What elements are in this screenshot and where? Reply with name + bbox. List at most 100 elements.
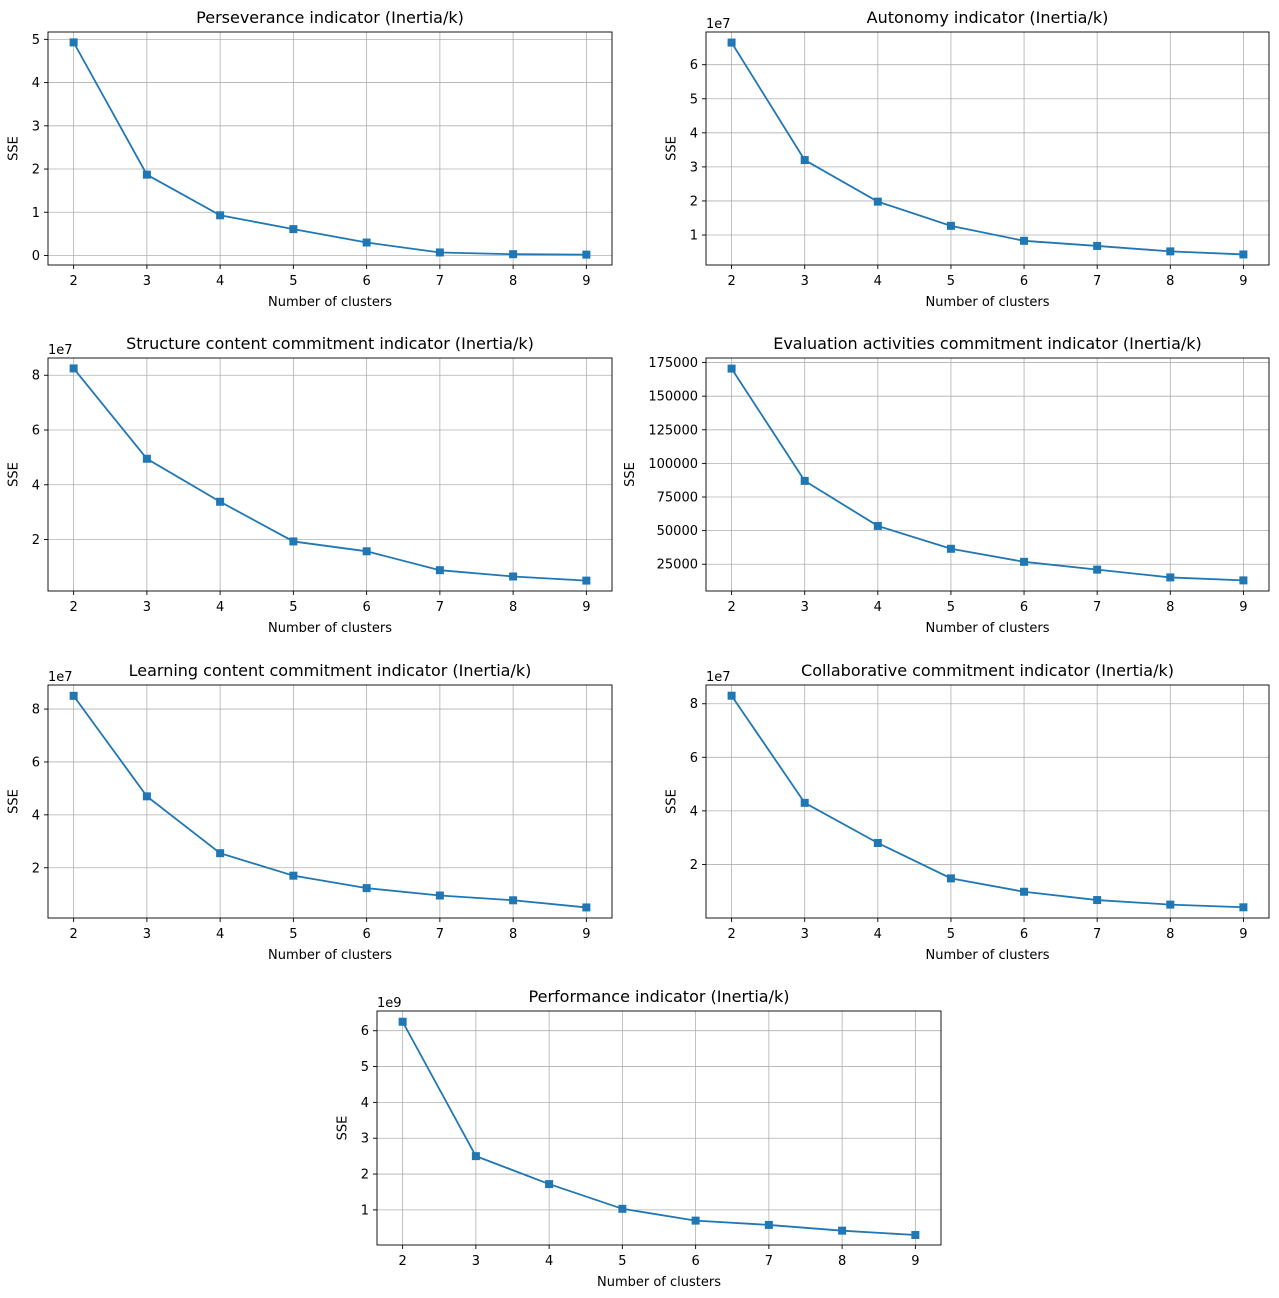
x-tick-label: 7 — [1093, 600, 1101, 615]
x-tick-label: 4 — [874, 927, 882, 942]
x-tick-label: 9 — [1239, 927, 1247, 942]
x-tick-label: 5 — [947, 927, 955, 942]
data-point — [1020, 887, 1029, 896]
x-tick-label: 8 — [1166, 600, 1174, 615]
x-tick-label: 7 — [1093, 927, 1101, 942]
x-tick-label: 3 — [143, 600, 151, 615]
x-tick-label: 2 — [69, 927, 77, 942]
data-point — [142, 170, 151, 179]
y-tick-label: 6 — [32, 424, 40, 439]
x-tick-label: 3 — [801, 927, 809, 942]
data-point — [216, 849, 225, 858]
y-tick-label: 4 — [32, 808, 40, 823]
y-tick-label: 2 — [32, 861, 40, 876]
y-offset-label: 1e7 — [48, 670, 73, 685]
axes-frame — [376, 1010, 942, 1246]
y-tick-label: 3 — [361, 1132, 369, 1147]
data-point — [1166, 247, 1175, 256]
axes-frame — [705, 357, 1270, 592]
data-point — [946, 544, 955, 553]
x-tick-label: 7 — [436, 600, 444, 615]
y-offset-label: 1e7 — [706, 17, 731, 32]
x-tick-label: 2 — [398, 1254, 406, 1269]
x-tick-label: 5 — [947, 600, 955, 615]
y-tick-label: 6 — [32, 755, 40, 770]
data-point — [1239, 576, 1248, 585]
x-tick-label: 8 — [1166, 274, 1174, 289]
y-tick-label: 4 — [32, 478, 40, 493]
y-axis-label: SSE — [665, 789, 680, 814]
y-tick-label: 125000 — [648, 423, 698, 438]
data-point — [727, 38, 736, 47]
data-point — [727, 364, 736, 373]
x-axis-label: Number of clusters — [268, 621, 392, 636]
y-tick-label: 150000 — [648, 390, 698, 405]
y-tick-label: 3 — [32, 119, 40, 134]
data-point — [800, 156, 809, 165]
data-point — [362, 547, 371, 556]
x-tick-label: 8 — [509, 274, 517, 289]
chart-panel: 2 3 4 5 6 7 8 9 1 2 3 4 5 6 1e7 Autonomy indicator (Ine… — [665, 8, 1270, 310]
chart-title: Autonomy indicator (Inertia/k) — [867, 8, 1109, 27]
data-point — [873, 197, 882, 206]
x-tick-label: 6 — [362, 600, 370, 615]
x-axis-label: Number of clusters — [268, 948, 392, 963]
data-point — [873, 839, 882, 848]
series-line — [730, 42, 1244, 256]
data-point — [691, 1216, 700, 1225]
x-tick-label: 6 — [691, 1254, 699, 1269]
data-point — [1239, 903, 1248, 912]
y-tick-label: 100000 — [648, 457, 698, 472]
data-point — [69, 691, 78, 700]
data-point — [1020, 557, 1029, 566]
data-point — [216, 497, 225, 506]
x-tick-label: 5 — [289, 274, 297, 289]
x-tick-label: 9 — [911, 1254, 919, 1269]
x-tick-label: 4 — [874, 274, 882, 289]
x-tick-label: 5 — [618, 1254, 626, 1269]
data-point — [618, 1204, 627, 1213]
data-point — [289, 225, 298, 234]
series-line — [401, 1021, 916, 1236]
series-line — [72, 41, 587, 256]
x-tick-label: 2 — [727, 600, 735, 615]
x-tick-label: 8 — [1166, 927, 1174, 942]
series-line — [730, 695, 1244, 909]
data-point — [398, 1017, 407, 1026]
data-point — [142, 454, 151, 463]
y-axis-label: SSE — [336, 1116, 351, 1141]
x-tick-label: 7 — [1093, 274, 1101, 289]
data-point — [362, 238, 371, 247]
data-point — [727, 691, 736, 700]
y-offset-label: 1e7 — [48, 343, 73, 358]
data-point — [69, 364, 78, 373]
x-tick-label: 5 — [289, 600, 297, 615]
chart-title: Performance indicator (Inertia/k) — [529, 987, 790, 1006]
y-tick-label: 175000 — [648, 356, 698, 371]
y-tick-label: 5 — [32, 33, 40, 48]
x-tick-label: 6 — [1020, 927, 1028, 942]
y-tick-label: 2 — [32, 163, 40, 178]
y-tick-label: 6 — [690, 58, 698, 73]
chart-panel: 2 3 4 5 6 7 8 9 2 4 6 8 1e7 Learning content commitme… — [7, 661, 613, 963]
chart-title: Evaluation activities commitment indicat… — [773, 334, 1202, 353]
x-tick-label: 3 — [801, 600, 809, 615]
y-tick-label: 2 — [361, 1168, 369, 1183]
y-tick-label: 3 — [690, 160, 698, 175]
data-point — [582, 576, 591, 585]
data-point — [509, 250, 518, 259]
x-axis-label: Number of clusters — [925, 295, 1049, 310]
y-tick-label: 4 — [361, 1096, 369, 1111]
data-point — [582, 250, 591, 259]
data-point — [509, 572, 518, 581]
y-tick-label: 6 — [690, 751, 698, 766]
x-tick-label: 9 — [582, 927, 590, 942]
data-point — [1166, 573, 1175, 582]
x-tick-label: 4 — [216, 600, 224, 615]
y-tick-label: 4 — [690, 804, 698, 819]
y-tick-label: 1 — [690, 229, 698, 244]
data-point — [1093, 896, 1102, 905]
y-tick-label: 5 — [690, 92, 698, 107]
y-axis-label: SSE — [7, 789, 22, 814]
